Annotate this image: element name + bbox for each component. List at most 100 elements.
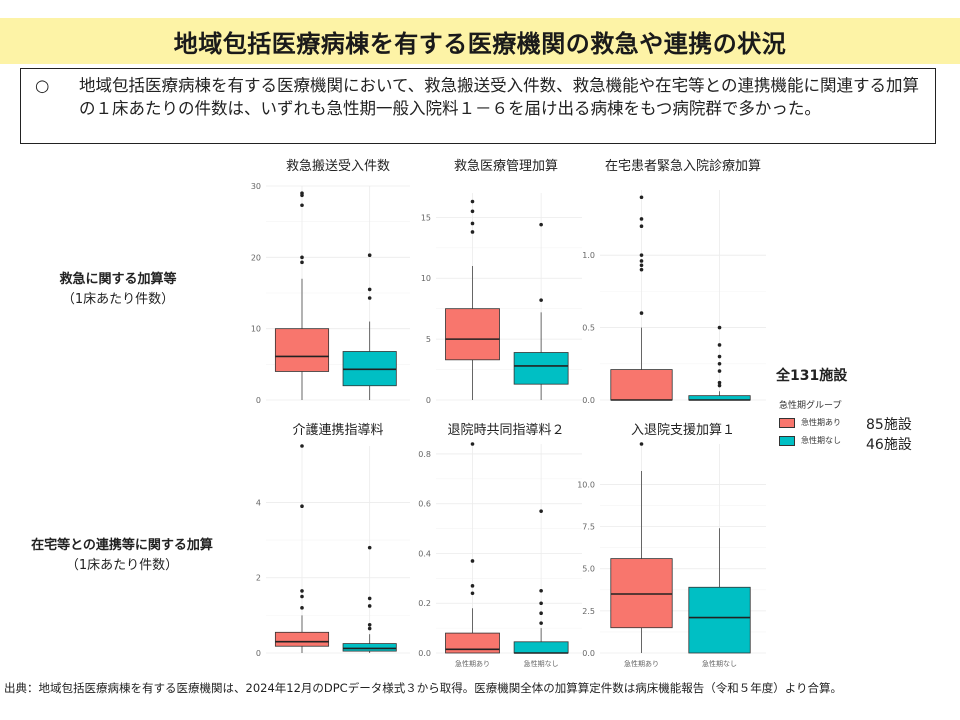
x-tick-label: 急性期あり [624,659,659,668]
y-tick-label: 0.0 [582,649,595,658]
y-tick-label: 0.4 [418,549,431,558]
box [274,328,330,372]
outlier-point [639,253,644,257]
outlier-point [539,298,543,302]
outlier-point [300,191,304,195]
y-tick-label: 0.0 [582,396,595,405]
y-tick-label: 5 [426,335,431,344]
legend-label-acute-no: 急性期なし [801,436,841,445]
panel-title: 救急搬送受入件数 [286,158,390,174]
outlier-point [470,230,475,234]
y-tick-label: 0 [426,396,431,405]
outlier-point [300,589,304,593]
outlier-point [717,361,722,366]
y-tick-label: 0.0 [418,649,431,658]
y-tick-label: 10 [421,274,431,283]
outlier-point [639,263,644,268]
panel-title: 在宅患者緊急入院診療加算 [605,158,761,174]
outlier-point [539,611,543,615]
outlier-point [470,584,475,588]
row-label-emergency-sub: （1床あたり件数） [61,292,175,307]
panel-title: 救急医療管理加算 [454,158,558,174]
outlier-point [717,354,722,359]
y-tick-label: 2.5 [582,607,595,616]
legend-total: 全131施設 [776,368,848,384]
box [610,369,673,401]
outlier-point [470,221,475,226]
box [513,641,569,654]
outlier-point [300,444,304,448]
y-tick-label: 10 [251,325,261,334]
y-tick-label: 15 [421,213,431,222]
outlier-point [367,296,372,300]
y-tick-label: 0.5 [582,324,595,333]
outlier-point [300,594,304,599]
outlier-point [539,601,543,606]
outlier-point [367,622,372,627]
outlier-point [300,504,304,509]
y-tick-label: 20 [251,253,261,262]
row-label-home-care-main: 在宅等との連携等に関する加算 [31,538,213,553]
box [342,643,397,652]
outlier-point [717,325,722,330]
legend-count-acute-no: 46施設 [866,437,912,453]
page-title: 地域包括医療病棟を有する医療機関の救急や連携の状況 [173,29,787,58]
outlier-point [639,311,644,315]
y-tick-label: 10.0 [577,480,595,489]
legend-swatch-acute-yes [779,417,795,428]
outlier-point [470,209,475,214]
outlier-point [539,509,543,513]
box [445,308,500,361]
y-tick-label: 2 [256,574,261,583]
outlier-point [717,369,722,373]
outlier-point [639,217,644,221]
outlier-point [717,343,722,347]
legend-title: 急性期グループ [779,401,842,411]
outlier-point [539,588,543,593]
y-tick-label: 30 [251,182,261,191]
summary-box: ○ 地域包括医療病棟を有する医療機関において、救急搬送受入件数、救急機能や在宅等… [20,68,936,144]
outlier-point [639,259,644,263]
row-label-emergency-main: 救急に関する加算等 [59,272,177,287]
panel-title: 介護連携指導料 [292,422,383,438]
outlier-point [300,255,304,260]
box [513,352,569,385]
outlier-point [367,626,372,631]
outlier-point [470,591,475,596]
outlier-point [639,267,644,272]
outlier-point [367,545,372,550]
x-tick-label: 急性期なし [702,659,737,668]
box [445,632,500,654]
source-footnote: 出典：地域包括医療病棟を有する医療機関は、2024年12月のDPCデータ様式３か… [4,681,842,695]
outlier-point [639,224,644,229]
outlier-point [717,383,722,388]
panel-title: 退院時共同指導料２ [447,423,564,438]
y-tick-label: 0.6 [418,500,431,509]
legend-label-acute-yes: 急性期あり [801,418,841,427]
legend-swatch-acute-no [779,435,795,446]
outlier-point [367,287,372,292]
row-label-home-care-sub: （1床あたり件数） [65,558,179,573]
outlier-point [367,596,372,601]
legend-count-acute-yes: 85施設 [866,417,912,433]
y-tick-label: 0.2 [418,599,431,608]
box [274,631,330,647]
outlier-point [639,195,644,200]
y-tick-label: 0 [256,396,261,405]
y-tick-label: 5.0 [582,565,595,574]
outlier-point [367,253,372,257]
y-tick-label: 0.8 [418,450,431,459]
y-tick-label: 4 [256,498,261,507]
outlier-point [470,199,475,204]
summary-bullet: ○ [35,76,50,95]
y-tick-label: 7.5 [582,523,595,532]
y-tick-label: 1.0 [582,251,595,260]
outlier-point [300,260,304,265]
outlier-point [470,442,475,446]
outlier-point [470,559,475,563]
row-label-home-care: 在宅等との連携等に関する加算 （1床あたり件数） [4,536,240,576]
box [610,558,673,629]
legend-item-acute-no: 急性期なし [779,435,841,446]
y-tick-label: 0 [256,649,261,658]
